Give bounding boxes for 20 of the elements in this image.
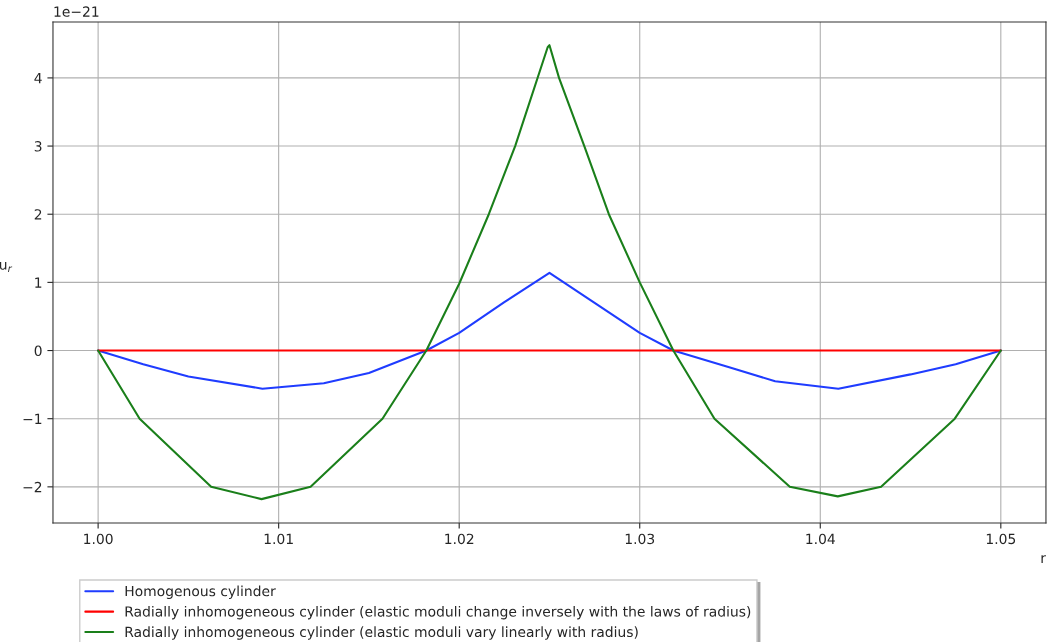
y-tick-label: −1 bbox=[23, 413, 42, 424]
y-tick-label: 2 bbox=[34, 209, 42, 220]
y-tick-label: 3 bbox=[34, 141, 42, 152]
legend-label: Radially inhomogeneous cylinder (elastic moduli change inversely with the laws of radius) bbox=[125, 605, 751, 620]
x-tick-label: 1.04 bbox=[806, 533, 835, 545]
text: 1e−21 bbox=[54, 6, 99, 17]
y-tick-label: −2 bbox=[23, 481, 42, 493]
legend-label: Homogenous cylinder bbox=[125, 585, 276, 600]
x-tick-label: 1.03 bbox=[625, 533, 655, 545]
x-tick-label: 1.05 bbox=[986, 533, 1016, 545]
legend-label: Radially inhomogeneous cylinder (elastic moduli vary linearly with radius) bbox=[125, 626, 638, 640]
x-tick-label: 1.02 bbox=[445, 533, 474, 545]
y-tick-label: 0 bbox=[34, 345, 42, 357]
y-axis-title: u$_{r}$ bbox=[0, 261, 13, 272]
x-tick-label: 1.01 bbox=[264, 533, 293, 545]
x-tick-label: 1.00 bbox=[84, 533, 113, 545]
y-tick-label: 1 bbox=[35, 277, 42, 288]
line-series bbox=[97, 44, 1002, 501]
y-tick-label: 4 bbox=[34, 73, 42, 84]
x-axis-title: r bbox=[1041, 555, 1046, 563]
